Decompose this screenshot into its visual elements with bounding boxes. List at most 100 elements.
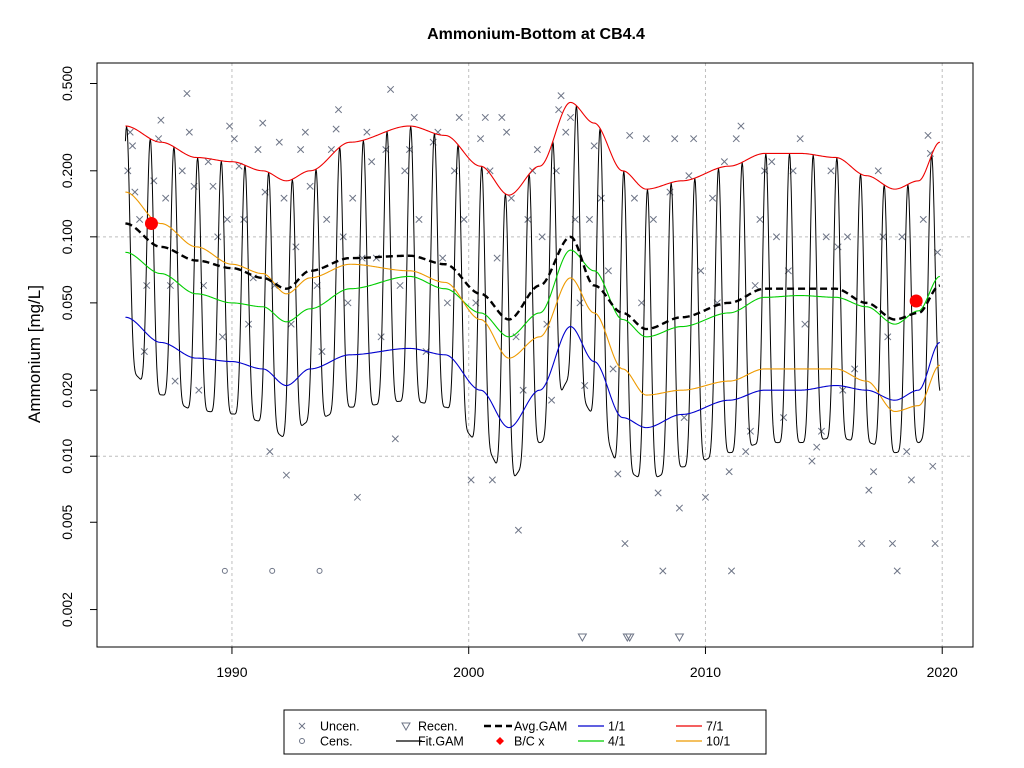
- x-marker-stroke: [124, 167, 132, 175]
- uncensored-point: [870, 468, 878, 476]
- legend-item-uncen: Uncen.: [298, 720, 360, 734]
- x-marker-stroke: [614, 470, 622, 478]
- x-marker-stroke: [649, 215, 657, 224]
- uncensored-point: [675, 504, 683, 512]
- x-marker-stroke: [801, 320, 809, 328]
- uncensored-point: [368, 158, 376, 166]
- uncensored-point: [725, 468, 733, 476]
- uncensored-point: [621, 539, 629, 548]
- x-tick-label: 2010: [690, 664, 721, 680]
- uncensored-point: [401, 167, 409, 175]
- y-tick-label: 0.050: [59, 285, 75, 320]
- y-tick-label: 0.500: [59, 66, 75, 101]
- uncensored-point: [562, 128, 570, 136]
- x-marker-stroke: [533, 145, 541, 154]
- x-marker-stroke: [548, 396, 556, 404]
- x-marker-stroke: [813, 443, 821, 451]
- legend-diamond-marker: [496, 737, 504, 745]
- uncensored-point: [259, 119, 267, 127]
- x-marker-stroke: [924, 131, 932, 139]
- x-marker-stroke: [751, 281, 759, 290]
- legend-label: 10/1: [706, 735, 730, 749]
- x-marker-stroke: [460, 215, 468, 224]
- uncensored-point: [223, 215, 231, 224]
- uncensored-point: [339, 233, 347, 241]
- x-marker-stroke: [884, 333, 892, 341]
- uncensored-point: [581, 381, 589, 390]
- uncensored-point: [533, 145, 541, 154]
- x-marker-stroke: [344, 299, 352, 307]
- x-marker-stroke: [128, 142, 137, 150]
- x-marker-stroke: [244, 320, 253, 328]
- x-marker-stroke: [926, 149, 934, 157]
- uncensored-point: [630, 194, 638, 202]
- uncensored-point: [143, 281, 151, 290]
- x-marker-stroke: [888, 539, 897, 548]
- x-marker-stroke: [230, 135, 238, 143]
- legend-label: Uncen.: [320, 720, 360, 734]
- x-marker-stroke: [287, 320, 295, 328]
- x-marker-stroke: [671, 135, 679, 143]
- uncensored-point: [214, 233, 222, 241]
- uncensored-point: [756, 215, 764, 224]
- legend-label: Recen.: [418, 720, 458, 734]
- uncensored-point: [524, 215, 532, 224]
- uncensored-point: [353, 493, 361, 501]
- x-marker-stroke: [555, 106, 563, 114]
- uncensored-point: [178, 167, 186, 175]
- uncensored-point: [488, 476, 496, 484]
- bc-point: [144, 217, 158, 231]
- bc-points: [144, 217, 923, 308]
- x-marker-stroke: [566, 113, 575, 122]
- x-marker-stroke: [701, 493, 710, 501]
- chart-title: Ammonium-Bottom at CB4.4: [427, 26, 645, 43]
- uncensored-point: [727, 567, 736, 575]
- x-marker-stroke: [543, 320, 551, 328]
- x-marker-stroke: [301, 128, 309, 136]
- uncensored-point: [543, 320, 551, 328]
- x-marker-stroke: [240, 215, 248, 224]
- uncensored-point: [195, 386, 203, 394]
- fit-gam-series: [124, 105, 941, 478]
- uncensored-point: [280, 194, 288, 202]
- uncensored-point: [166, 281, 174, 290]
- x-marker-stroke: [756, 215, 764, 224]
- uncensored-point: [349, 194, 357, 202]
- x-marker-stroke: [349, 194, 357, 202]
- uncensored-point: [879, 233, 887, 241]
- uncensored-point: [772, 233, 781, 241]
- uncensored-point: [131, 188, 139, 196]
- x-marker-stroke: [339, 233, 347, 241]
- uncensored-point: [822, 233, 830, 241]
- bc-point: [909, 294, 923, 308]
- series-line-apr1: [125, 249, 940, 338]
- fit-gam-line: [124, 105, 941, 478]
- recensored-point: [577, 633, 588, 642]
- uncensored-point: [888, 539, 897, 548]
- uncensored-point: [171, 377, 179, 385]
- censored-point: [316, 567, 323, 574]
- x-marker-stroke: [155, 135, 163, 143]
- uncensored-point: [929, 462, 937, 470]
- x-marker-stroke: [178, 167, 186, 175]
- x-marker-stroke: [597, 194, 605, 202]
- legend-x-marker: [298, 722, 306, 730]
- y-tick-label: 0.005: [59, 505, 75, 540]
- uncensored-point: [751, 281, 759, 290]
- uncensored-point: [874, 167, 882, 175]
- x-marker-stroke: [467, 476, 475, 484]
- uncensored-point: [318, 347, 326, 356]
- uncensored-point: [576, 299, 584, 307]
- x-marker-stroke: [396, 281, 404, 290]
- x-marker-stroke: [488, 476, 496, 484]
- x-marker-stroke: [332, 125, 340, 133]
- uncensored-point: [865, 486, 873, 494]
- legend-circle-marker: [299, 738, 305, 744]
- x-marker-stroke: [808, 457, 816, 465]
- x-marker-stroke: [780, 414, 788, 422]
- x-marker-stroke: [768, 158, 776, 166]
- uncensored-point: [306, 182, 314, 190]
- uncensored-point: [780, 414, 788, 422]
- uncensored-point: [519, 386, 527, 394]
- uncensored-point: [796, 135, 804, 143]
